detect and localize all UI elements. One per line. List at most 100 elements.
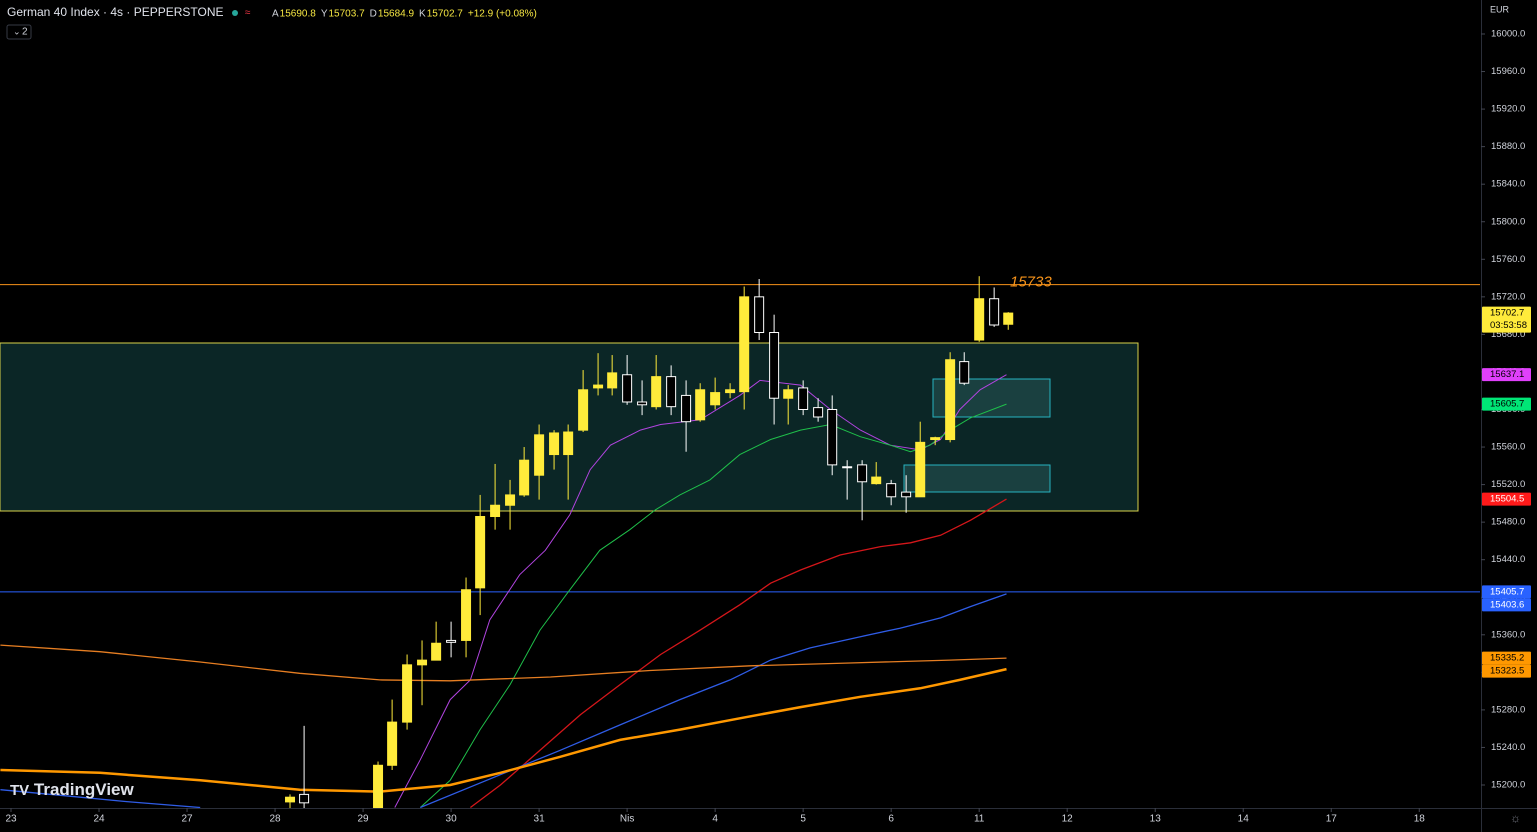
toggle-icon: ⌄ [13, 26, 21, 36]
line-label: 15733 [1010, 274, 1052, 291]
x-tick-label: 29 [358, 814, 370, 825]
y-tick-label: 15840.0 [1491, 179, 1525, 190]
ohlc-letter: A [272, 9, 279, 20]
y-tick-label: 15960.0 [1491, 66, 1525, 77]
candle-body [373, 764, 384, 808]
candle-body [813, 407, 824, 418]
candle-body [739, 296, 750, 393]
moving-average [0, 593, 1007, 808]
x-tick-label: 11 [974, 814, 985, 825]
x-tick-label: 31 [534, 814, 546, 825]
y-tick-label: 15280.0 [1491, 704, 1525, 715]
x-tick-label: 23 [5, 814, 17, 825]
price-tag-label: 15702.7 [1490, 308, 1524, 319]
x-tick-label: 6 [888, 814, 894, 825]
price-tag [1482, 306, 1531, 333]
candle-body [827, 408, 838, 466]
candle-body [886, 483, 897, 498]
x-tick-label: 24 [93, 814, 105, 825]
price-tag [1482, 598, 1531, 612]
candle-body [769, 332, 780, 399]
candle-body [299, 793, 310, 804]
candle-body [974, 298, 985, 341]
candle-body [710, 392, 721, 406]
y-tick-label: 15920.0 [1491, 104, 1525, 115]
candle-body [607, 372, 618, 389]
candle-body [563, 431, 574, 456]
currency[interactable]: EUR [1490, 4, 1510, 14]
price-tag-label: 15504.5 [1490, 494, 1524, 505]
y-tick-label: 15800.0 [1491, 216, 1525, 227]
candle-body [578, 389, 589, 431]
candle-body [402, 664, 413, 723]
x-tick-label: 28 [269, 814, 281, 825]
logo: TV TradingView [10, 780, 135, 799]
candle-body [930, 437, 941, 441]
candle-body [798, 387, 809, 410]
candle-body [285, 796, 296, 803]
price-tag [1482, 664, 1531, 678]
moving-average [0, 667, 1007, 793]
ohlc-value: 15690.8 [280, 9, 317, 20]
x-tick-label: 30 [446, 814, 458, 825]
candle-body [461, 589, 472, 641]
candle-body [666, 376, 677, 408]
candle-body [842, 466, 853, 469]
price-tag [1482, 368, 1531, 382]
moving-average [0, 644, 1007, 682]
ohlc-letter: Y [321, 9, 328, 20]
candle-body [901, 491, 912, 498]
ohlc-value: 15703.7 [329, 9, 366, 20]
y-tick-label: 15680.0 [1491, 329, 1525, 340]
ohlc-value: 15684.9 [378, 9, 415, 20]
y-tick-label: 15480.0 [1491, 517, 1525, 528]
candle-body [783, 389, 794, 399]
candle-body [857, 464, 868, 483]
price-tag-label: 15403.6 [1490, 599, 1524, 610]
x-tick-label: 17 [1326, 814, 1338, 825]
candle-body [593, 384, 604, 389]
x-tick-label: 12 [1062, 814, 1074, 825]
candle-body [1003, 312, 1014, 325]
price-tag-label: 15605.7 [1490, 399, 1524, 410]
candle-body [431, 642, 442, 661]
indicator-toggle[interactable] [6, 24, 32, 40]
y-tick-label: 15760.0 [1491, 254, 1525, 265]
x-tick-label: 14 [1238, 814, 1250, 825]
y-tick-label: 15440.0 [1491, 554, 1525, 565]
price-tag [1482, 492, 1531, 506]
x-tick-label: 5 [800, 814, 806, 825]
x-tick-label: 4 [712, 814, 718, 825]
candle-body [681, 394, 692, 423]
price-tag [1482, 651, 1531, 665]
candle-body [725, 389, 736, 394]
candle-body [534, 434, 545, 476]
ohlc-legend: A 15690.8 Y 15703.7 D 15684.9 K 15702.7 +12.9 (+… [272, 9, 537, 20]
status-icon: ≈ [245, 8, 251, 19]
candle-body [622, 374, 633, 403]
candle-body [417, 659, 428, 666]
price-tag [1482, 585, 1531, 599]
candle-body [475, 516, 486, 589]
candle-body [959, 361, 970, 384]
y-tick-label: 15560.0 [1491, 442, 1525, 453]
settings-icon[interactable]: ☼ [1510, 811, 1521, 825]
candle-body [637, 401, 648, 406]
y-tick-label: 15880.0 [1491, 141, 1525, 152]
x-tick-label: 18 [1414, 814, 1426, 825]
status-dot [232, 10, 238, 16]
x-tick-label: Nis [620, 814, 634, 825]
y-tick-label: 15360.0 [1491, 629, 1525, 640]
x-tick-label: 27 [181, 814, 193, 825]
price-tag-label: 15637.1 [1490, 369, 1524, 380]
symbol: German 40 Index · 4s · PEPPERSTONE [7, 5, 224, 19]
candle-body [945, 359, 956, 441]
x-tick-label: 13 [1150, 814, 1162, 825]
plot-area: 15733 [0, 274, 1480, 808]
candle-body [915, 441, 926, 498]
y-tick-label: 15520.0 [1491, 479, 1525, 490]
candle-body [989, 298, 1000, 326]
candle-body [549, 432, 560, 456]
